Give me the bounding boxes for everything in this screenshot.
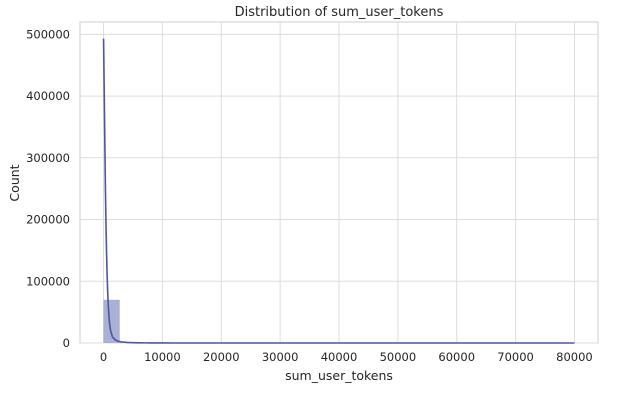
x-tick-label: 0 [100, 350, 107, 364]
x-tick-label: 50000 [380, 350, 417, 364]
chart-title: Distribution of sum_user_tokens [235, 5, 444, 20]
histogram-bar [103, 299, 120, 343]
x-tick-label: 20000 [203, 350, 240, 364]
kde-layer [102, 38, 575, 344]
tick-layer: 0 10000 20000 30000 40000 50000 60000 70000 8000… [26, 27, 593, 364]
x-tick-label: 10000 [144, 350, 181, 364]
y-tick-label: 0 [63, 336, 70, 350]
y-tick-label: 300000 [26, 151, 70, 165]
y-tick-label: 400000 [26, 89, 70, 103]
kde-line [102, 38, 575, 344]
x-tick-label: 80000 [556, 350, 593, 364]
y-tick-label: 500000 [26, 27, 70, 41]
x-axis-label: sum_user_tokens [285, 368, 393, 383]
y-tick-label: 200000 [26, 213, 70, 227]
x-tick-label: 30000 [262, 350, 299, 364]
y-tick-label: 100000 [26, 274, 70, 288]
y-axis-label: Count [7, 164, 22, 201]
x-tick-label: 40000 [321, 350, 358, 364]
x-tick-label: 70000 [497, 350, 534, 364]
x-tick-label: 60000 [438, 350, 475, 364]
